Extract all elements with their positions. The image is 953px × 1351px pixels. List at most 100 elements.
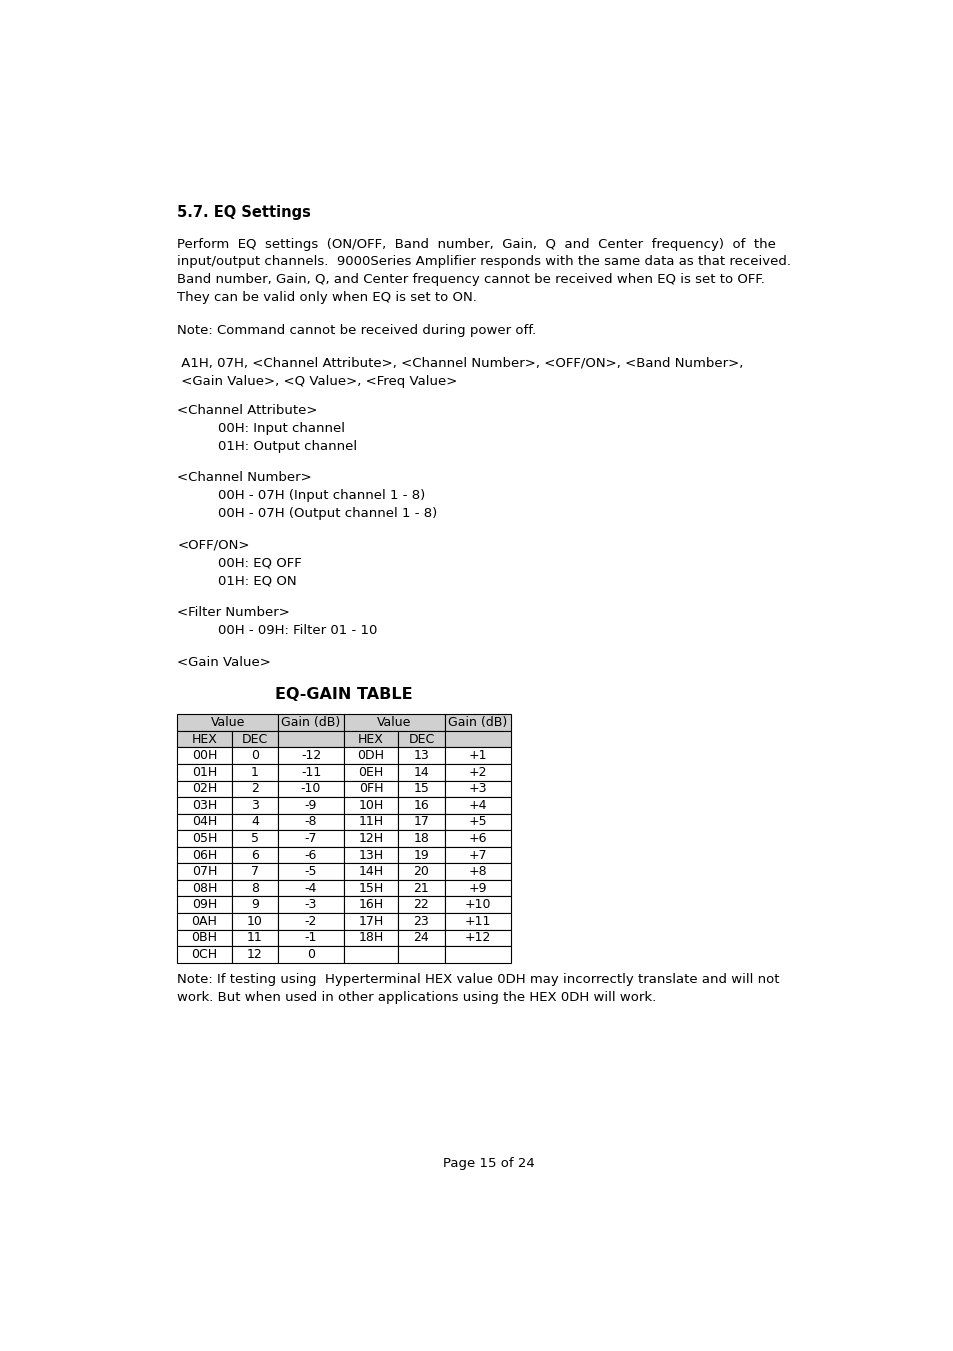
Bar bbox=[397, 797, 444, 813]
Bar bbox=[232, 863, 278, 880]
Text: 03H: 03H bbox=[192, 798, 217, 812]
Text: 4: 4 bbox=[251, 816, 258, 828]
Bar bbox=[177, 929, 232, 946]
Bar bbox=[344, 863, 397, 880]
Bar bbox=[344, 880, 397, 897]
Bar bbox=[397, 913, 444, 929]
Bar bbox=[177, 946, 232, 963]
Text: 22: 22 bbox=[414, 898, 429, 911]
Bar bbox=[444, 747, 510, 765]
Text: +2: +2 bbox=[468, 766, 486, 778]
Text: +8: +8 bbox=[468, 865, 486, 878]
Text: DEC: DEC bbox=[241, 732, 268, 746]
Text: 11H: 11H bbox=[358, 816, 383, 828]
Bar bbox=[344, 813, 397, 831]
Text: +5: +5 bbox=[468, 816, 486, 828]
Bar bbox=[444, 863, 510, 880]
Bar bbox=[232, 747, 278, 765]
Bar bbox=[344, 946, 397, 963]
Bar bbox=[397, 781, 444, 797]
Bar bbox=[397, 897, 444, 913]
Text: -6: -6 bbox=[305, 848, 317, 862]
Text: 3: 3 bbox=[251, 798, 258, 812]
Bar bbox=[278, 731, 344, 747]
Bar bbox=[444, 831, 510, 847]
Bar bbox=[177, 797, 232, 813]
Text: 08H: 08H bbox=[192, 882, 217, 894]
Bar bbox=[232, 731, 278, 747]
Text: 10: 10 bbox=[247, 915, 262, 928]
Text: 13: 13 bbox=[414, 750, 429, 762]
Text: Note: If testing using  Hyperterminal HEX value 0DH may incorrectly translate an: Note: If testing using Hyperterminal HEX… bbox=[177, 974, 779, 986]
Text: 07H: 07H bbox=[192, 865, 217, 878]
Text: 7: 7 bbox=[251, 865, 258, 878]
Bar bbox=[232, 929, 278, 946]
Text: 0FH: 0FH bbox=[358, 782, 383, 796]
Text: 17H: 17H bbox=[358, 915, 383, 928]
Text: 13H: 13H bbox=[358, 848, 383, 862]
Text: 01H: Output channel: 01H: Output channel bbox=[217, 439, 356, 453]
Text: +9: +9 bbox=[468, 882, 486, 894]
Bar bbox=[444, 715, 510, 731]
Bar bbox=[278, 913, 344, 929]
Text: 02H: 02H bbox=[192, 782, 217, 796]
Bar bbox=[177, 863, 232, 880]
Text: Gain (dB): Gain (dB) bbox=[281, 716, 340, 730]
Bar bbox=[397, 831, 444, 847]
Bar bbox=[177, 897, 232, 913]
Bar bbox=[278, 929, 344, 946]
Text: 19: 19 bbox=[414, 848, 429, 862]
Text: HEX: HEX bbox=[357, 732, 384, 746]
Bar bbox=[278, 897, 344, 913]
Bar bbox=[444, 797, 510, 813]
Bar bbox=[232, 847, 278, 863]
Bar bbox=[232, 797, 278, 813]
Text: Value: Value bbox=[211, 716, 245, 730]
Text: 12H: 12H bbox=[358, 832, 383, 844]
Bar bbox=[344, 781, 397, 797]
Text: -8: -8 bbox=[305, 816, 317, 828]
Bar bbox=[177, 847, 232, 863]
Text: +12: +12 bbox=[464, 931, 491, 944]
Bar bbox=[397, 946, 444, 963]
Bar bbox=[278, 813, 344, 831]
Bar bbox=[278, 715, 344, 731]
Text: +6: +6 bbox=[468, 832, 486, 844]
Text: 14: 14 bbox=[414, 766, 429, 778]
Text: <Gain Value>, <Q Value>, <Freq Value>: <Gain Value>, <Q Value>, <Freq Value> bbox=[177, 374, 457, 388]
Bar bbox=[278, 946, 344, 963]
Bar bbox=[278, 880, 344, 897]
Text: -1: -1 bbox=[305, 931, 317, 944]
Bar bbox=[232, 813, 278, 831]
Text: 1: 1 bbox=[251, 766, 258, 778]
Text: 0: 0 bbox=[307, 948, 314, 961]
Text: <Gain Value>: <Gain Value> bbox=[177, 655, 271, 669]
Bar bbox=[177, 880, 232, 897]
Text: 2: 2 bbox=[251, 782, 258, 796]
Bar bbox=[397, 929, 444, 946]
Bar bbox=[278, 831, 344, 847]
Text: 00H - 07H (Input channel 1 - 8): 00H - 07H (Input channel 1 - 8) bbox=[217, 489, 424, 503]
Bar bbox=[278, 765, 344, 781]
Text: 06H: 06H bbox=[192, 848, 217, 862]
Text: 00H: EQ OFF: 00H: EQ OFF bbox=[217, 557, 301, 570]
Bar bbox=[444, 731, 510, 747]
Bar bbox=[232, 946, 278, 963]
Bar bbox=[344, 765, 397, 781]
Text: -11: -11 bbox=[300, 766, 321, 778]
Text: 15: 15 bbox=[414, 782, 429, 796]
Bar bbox=[397, 747, 444, 765]
Text: EQ-GAIN TABLE: EQ-GAIN TABLE bbox=[274, 686, 413, 701]
Bar bbox=[344, 847, 397, 863]
Text: <Channel Number>: <Channel Number> bbox=[177, 471, 312, 485]
Text: +10: +10 bbox=[464, 898, 491, 911]
Bar bbox=[177, 813, 232, 831]
Bar bbox=[232, 781, 278, 797]
Text: 21: 21 bbox=[414, 882, 429, 894]
Text: Band number, Gain, Q, and Center frequency cannot be received when EQ is set to : Band number, Gain, Q, and Center frequen… bbox=[177, 273, 764, 286]
Bar bbox=[397, 880, 444, 897]
Text: DEC: DEC bbox=[408, 732, 435, 746]
Text: +11: +11 bbox=[464, 915, 491, 928]
Text: Gain (dB): Gain (dB) bbox=[448, 716, 507, 730]
Text: 10H: 10H bbox=[358, 798, 383, 812]
